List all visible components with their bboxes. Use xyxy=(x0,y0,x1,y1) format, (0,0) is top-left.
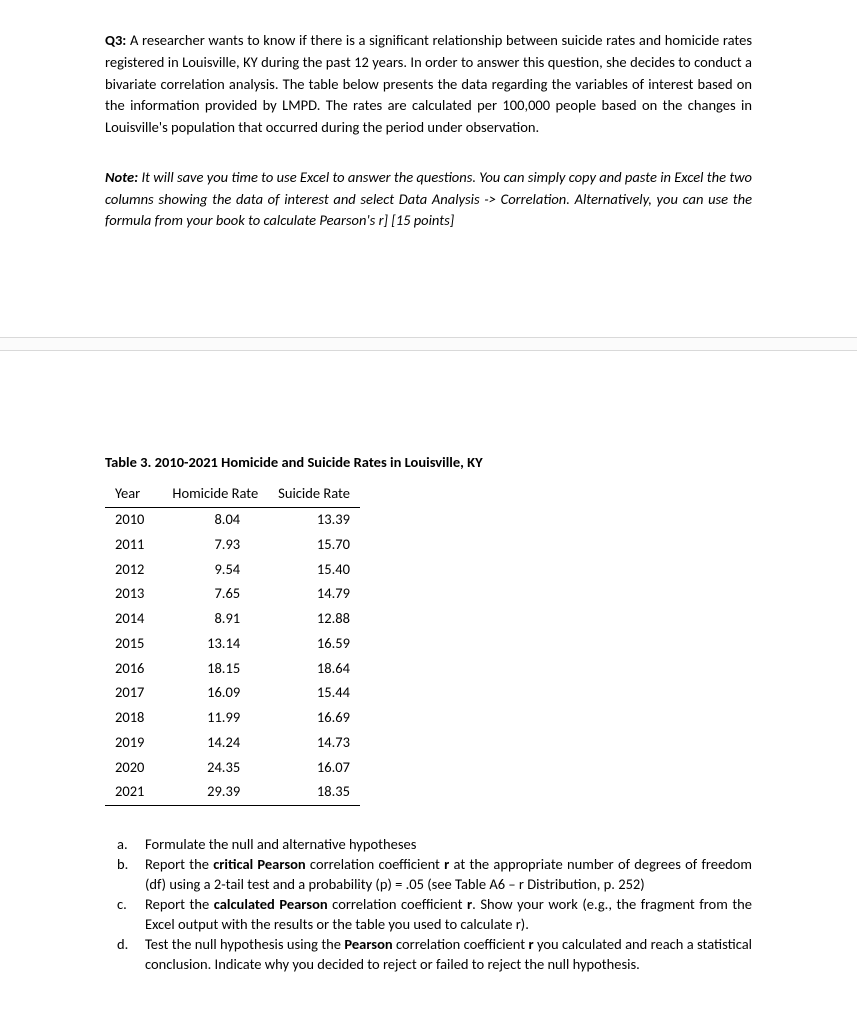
question-text: Q3: A researcher wants to know if there … xyxy=(105,30,752,139)
sub-question-list: a. Formulate the null and alternative hy… xyxy=(105,834,752,974)
page-gap xyxy=(105,232,752,452)
table-row: 201618.1518.64 xyxy=(105,656,360,681)
cell-year: 2010 xyxy=(105,507,162,532)
sq-d-2: Pearson xyxy=(344,935,392,953)
note-label: Note: xyxy=(105,168,138,186)
table-row: 201811.9916.69 xyxy=(105,706,360,731)
rates-table: Year Homicide Rate Suicide Rate 20108.04… xyxy=(105,482,360,806)
cell-homicide: 13.14 xyxy=(162,631,268,656)
cell-suicide: 14.79 xyxy=(268,582,360,607)
cell-homicide: 8.91 xyxy=(162,607,268,632)
cell-homicide: 8.04 xyxy=(162,507,268,532)
cell-homicide: 24.35 xyxy=(162,755,268,780)
sq-c-1: Report the xyxy=(145,895,214,913)
cell-homicide: 9.54 xyxy=(162,557,268,582)
table-row: 201513.1416.59 xyxy=(105,631,360,656)
page-divider xyxy=(0,337,857,351)
document-page: Q3: A researcher wants to know if there … xyxy=(0,0,857,1004)
marker-a: a. xyxy=(117,834,137,854)
table-row: 201716.0915.44 xyxy=(105,681,360,706)
cell-year: 2017 xyxy=(105,681,162,706)
cell-year: 2013 xyxy=(105,582,162,607)
cell-suicide: 15.70 xyxy=(268,532,360,557)
cell-homicide: 16.09 xyxy=(162,681,268,706)
table-row: 20137.6514.79 xyxy=(105,582,360,607)
sq-a-text: Formulate the null and alternative hypot… xyxy=(145,835,416,853)
table-row: 201914.2414.73 xyxy=(105,730,360,755)
cell-suicide: 14.73 xyxy=(268,730,360,755)
marker-b: b. xyxy=(117,854,137,874)
table-title: Table 3. 2010-2021 Homicide and Suicide … xyxy=(105,452,752,474)
cell-homicide: 29.39 xyxy=(162,780,268,805)
cell-year: 2019 xyxy=(105,730,162,755)
col-suicide: Suicide Rate xyxy=(268,482,360,507)
cell-homicide: 18.15 xyxy=(162,656,268,681)
table-row: 20108.0413.39 xyxy=(105,507,360,532)
table-row: 20148.9112.88 xyxy=(105,607,360,632)
cell-homicide: 7.93 xyxy=(162,532,268,557)
table-body: 20108.0413.3920117.9315.7020129.5415.402… xyxy=(105,507,360,805)
note-block: Note: It will save you time to use Excel… xyxy=(105,167,752,232)
cell-suicide: 16.59 xyxy=(268,631,360,656)
sq-c-2: calculated Pearson xyxy=(214,895,328,913)
cell-year: 2021 xyxy=(105,780,162,805)
cell-suicide: 18.35 xyxy=(268,780,360,805)
sq-d-1: Test the null hypothesis using the xyxy=(145,935,344,953)
cell-suicide: 18.64 xyxy=(268,656,360,681)
sub-question-b: b. Report the critical Pearson correlati… xyxy=(145,854,752,894)
sq-b-3: correlation coefficient xyxy=(306,855,444,873)
col-homicide: Homicide Rate xyxy=(162,482,268,507)
col-year: Year xyxy=(105,482,162,507)
sq-b-1: Report the xyxy=(145,855,213,873)
sub-question-c: c. Report the calculated Pearson correla… xyxy=(145,894,752,934)
cell-suicide: 15.40 xyxy=(268,557,360,582)
table-row: 202129.3918.35 xyxy=(105,780,360,805)
marker-c: c. xyxy=(117,894,137,914)
cell-homicide: 11.99 xyxy=(162,706,268,731)
marker-d: d. xyxy=(117,934,137,954)
table-row: 20117.9315.70 xyxy=(105,532,360,557)
cell-suicide: 12.88 xyxy=(268,607,360,632)
cell-year: 2016 xyxy=(105,656,162,681)
sq-c-3: correlation coefficient xyxy=(328,895,467,913)
note-body: It will save you time to use Excel to an… xyxy=(105,168,752,230)
cell-suicide: 16.69 xyxy=(268,706,360,731)
cell-year: 2012 xyxy=(105,557,162,582)
sq-d-3: correlation coefficient xyxy=(393,935,529,953)
cell-suicide: 15.44 xyxy=(268,681,360,706)
cell-year: 2015 xyxy=(105,631,162,656)
table-header-row: Year Homicide Rate Suicide Rate xyxy=(105,482,360,507)
cell-homicide: 14.24 xyxy=(162,730,268,755)
cell-year: 2014 xyxy=(105,607,162,632)
cell-year: 2018 xyxy=(105,706,162,731)
cell-homicide: 7.65 xyxy=(162,582,268,607)
sq-b-2: critical Pearson xyxy=(213,855,306,873)
table-row: 20129.5415.40 xyxy=(105,557,360,582)
cell-year: 2011 xyxy=(105,532,162,557)
sub-question-a: a. Formulate the null and alternative hy… xyxy=(145,834,752,854)
sub-question-d: d. Test the null hypothesis using the Pe… xyxy=(145,934,752,974)
table-row: 202024.3516.07 xyxy=(105,755,360,780)
question-body: A researcher wants to know if there is a… xyxy=(105,31,752,136)
question-label: Q3: xyxy=(105,31,126,49)
cell-suicide: 16.07 xyxy=(268,755,360,780)
cell-suicide: 13.39 xyxy=(268,507,360,532)
cell-year: 2020 xyxy=(105,755,162,780)
